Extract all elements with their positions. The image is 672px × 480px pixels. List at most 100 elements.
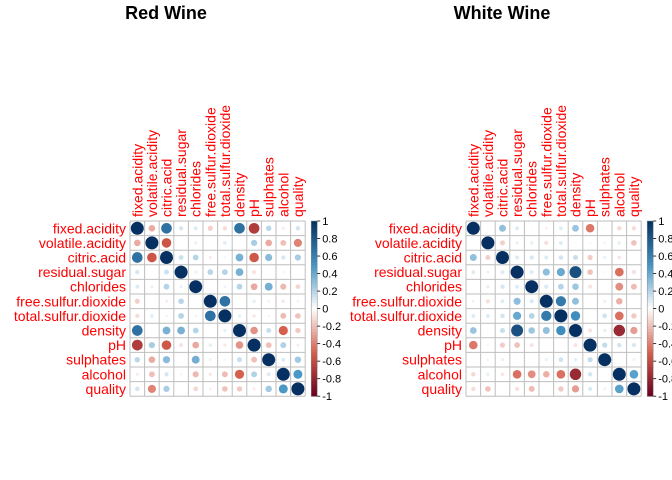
red-wine-panel: Red Winefixed.acidityvolatile.aciditycit… [14,3,341,403]
legend-swatch [311,384,318,388]
correlation-circle [267,271,270,273]
correlation-circle [554,309,568,323]
legend-swatch [647,291,654,295]
legend-swatch [311,253,318,257]
legend-swatch [311,311,318,315]
legend-swatch [647,331,654,336]
legend-swatch [647,296,654,301]
correlation-circle [192,341,200,349]
legend-tick-label: 0.8 [322,234,337,246]
legend-tick-label: 0.6 [658,251,672,263]
grid [129,220,306,397]
correlation-circle [512,311,522,321]
correlation-circle [583,338,597,352]
correlation-circle [588,386,593,391]
legend-swatch [647,235,654,240]
correlation-circle [280,312,287,319]
correlation-circle [541,310,552,322]
legend-tick-label: -0.4 [658,339,672,351]
correlation-circle [617,342,622,348]
correlation-circle [163,283,170,290]
correlation-circle [485,299,490,304]
correlation-circle [238,300,241,303]
column-label: residual.sugar [173,129,189,217]
correlation-circle [573,357,578,362]
correlation-circle [602,328,607,333]
row-label: total.sulfur.dioxide [350,308,462,324]
correlation-circle [469,327,477,334]
correlation-circle [486,329,490,332]
legend-swatch [647,384,654,388]
correlation-circle [209,242,212,244]
row-label: citric.acid [404,250,462,266]
legend-swatch [311,352,318,356]
correlation-circle [629,369,639,379]
legend-tick-label: 0.2 [658,286,672,298]
legend-swatch [311,308,318,313]
correlation-circle [556,325,566,336]
correlation-circle [501,388,504,390]
correlation-circle [556,267,566,277]
correlation-circle [572,254,579,261]
correlation-circle [209,329,212,332]
legend-tick-label: -0.6 [658,356,672,368]
correlation-circle [572,283,579,291]
legend-tick-label: 0 [658,304,664,316]
legend-swatch [311,256,318,260]
correlation-circle [633,256,635,259]
row-label: fixed.acidity [389,220,462,236]
correlation-circle [192,254,199,261]
legend-swatch [647,326,654,330]
legend-swatch [311,229,318,234]
correlation-circle [614,311,624,321]
legend-swatch [311,223,318,228]
column-label: total.sulfur.dioxide [217,105,233,217]
legend-tick-label: 0 [322,304,328,316]
correlation-circle [235,268,244,276]
correlation-circle [223,241,227,245]
correlation-circle [618,358,621,361]
correlation-circle [252,314,256,318]
correlation-circle [267,299,271,303]
row-label: total.sulfur.dioxide [14,308,126,324]
correlation-circle [529,343,534,348]
legend-swatch [311,244,318,248]
correlation-circle [236,283,243,290]
correlation-circle [500,284,505,289]
correlation-circle [633,300,635,303]
correlation-circle [471,372,476,377]
legend-swatch [311,247,318,251]
legend-swatch [311,326,318,330]
legend-tick-label: -0.8 [658,374,672,386]
correlation-circle [603,285,606,288]
correlation-circle [617,241,622,245]
correlation-circle [486,270,490,274]
correlation-circle [514,342,520,348]
correlation-circle [558,357,564,363]
correlation-circle [151,271,153,273]
correlation-circle [529,255,534,260]
correlation-circle [500,358,505,362]
correlation-circle [530,358,533,361]
correlation-circle [179,373,183,376]
column-label: density [568,173,584,217]
correlation-circle [236,386,243,392]
legend-swatch [647,364,654,368]
correlation-circle [603,270,606,274]
correlation-circle [585,224,595,233]
correlation-circle [162,326,171,335]
correlation-circle [631,226,637,231]
legend-swatch [647,314,654,318]
legend-swatch [647,308,654,313]
legend-tick-label: 0.6 [322,251,337,263]
legend-swatch [647,346,654,350]
column-label: chlorides [524,161,540,217]
legend-swatch [647,270,654,275]
correlation-circle [587,254,593,261]
correlation-circle [496,251,509,264]
correlation-circle [293,238,302,247]
legend-swatch [311,378,318,383]
legend-swatch [647,282,654,286]
correlation-circle [160,251,173,264]
legend-swatch [311,299,318,304]
